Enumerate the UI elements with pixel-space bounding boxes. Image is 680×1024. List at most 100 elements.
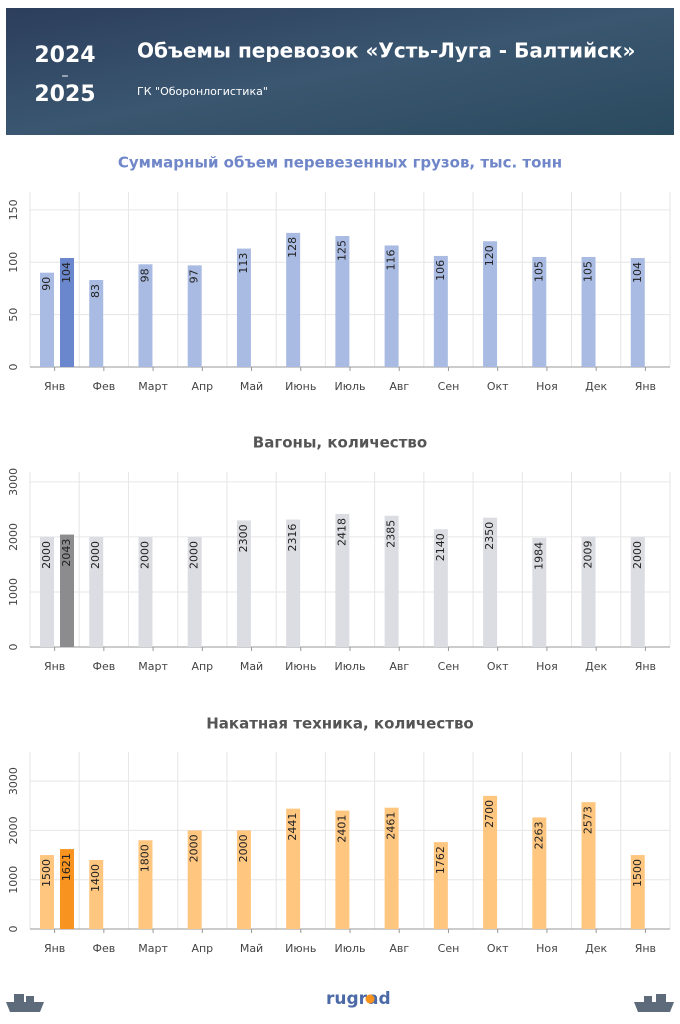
y-tick-label: 100 — [7, 252, 20, 273]
x-tick-label: Ноя — [536, 942, 558, 955]
x-tick-label: Фев — [92, 380, 115, 393]
x-tick-label: Апр — [191, 942, 213, 955]
x-tick-label: Июнь — [285, 380, 316, 393]
bar — [40, 855, 54, 929]
value-label: 90 — [40, 277, 53, 291]
x-tick-label: Июнь — [285, 660, 316, 673]
value-label: 1800 — [138, 844, 151, 872]
bar — [335, 810, 350, 929]
x-tick-label: Март — [138, 660, 168, 673]
bar — [89, 536, 104, 647]
y-tick-label: 0 — [7, 644, 20, 651]
bar — [581, 802, 596, 929]
value-label: 2000 — [188, 834, 201, 862]
x-tick-label: Янв — [44, 942, 65, 955]
x-tick-label: Янв — [635, 380, 656, 393]
value-label: 1400 — [89, 864, 102, 892]
x-tick-label: Фев — [92, 942, 115, 955]
bar — [384, 807, 399, 929]
x-tick-label: Апр — [191, 660, 213, 673]
value-label: 98 — [138, 268, 151, 282]
x-tick-label: Авг — [389, 380, 409, 393]
y-tick-label: 1000 — [7, 866, 20, 894]
header-background — [6, 8, 674, 135]
value-label: 2009 — [582, 540, 595, 568]
y-tick-label: 3000 — [7, 468, 20, 496]
bar — [433, 255, 448, 367]
x-tick-label: Апр — [191, 380, 213, 393]
y-tick-label: 0 — [7, 926, 20, 933]
value-label: 105 — [532, 261, 545, 282]
bar — [630, 855, 645, 929]
bar — [60, 849, 74, 929]
x-tick-label: Авг — [389, 942, 409, 955]
x-tick-label: Янв — [635, 660, 656, 673]
y-tick-label: 50 — [7, 308, 20, 322]
value-label: 83 — [89, 284, 102, 298]
value-label: 97 — [188, 269, 201, 283]
value-label: 2000 — [188, 541, 201, 569]
value-label: 2300 — [237, 524, 250, 552]
bar — [433, 529, 448, 647]
x-tick-label: Фев — [92, 660, 115, 673]
x-tick-label: Май — [240, 942, 263, 955]
bar — [630, 536, 645, 647]
value-label: 2700 — [483, 800, 496, 828]
bar — [532, 817, 547, 929]
logo: rugrad — [326, 989, 391, 1009]
value-label: 2461 — [385, 812, 398, 840]
x-tick-label: Ноя — [536, 660, 558, 673]
x-tick-label: Дек — [585, 942, 607, 955]
bar — [286, 232, 301, 367]
y-tick-label: 2000 — [7, 816, 20, 844]
bar — [483, 517, 498, 647]
ship-right — [634, 994, 674, 1012]
value-label: 2418 — [335, 518, 348, 546]
value-label: 104 — [631, 262, 644, 283]
year-dash: – — [62, 68, 69, 84]
x-tick-label: Янв — [635, 942, 656, 955]
value-label: 2000 — [138, 541, 151, 569]
value-label: 2263 — [532, 821, 545, 849]
bar — [236, 520, 251, 647]
bar — [187, 265, 202, 367]
value-label: 1500 — [631, 859, 644, 887]
value-label: 125 — [335, 240, 348, 261]
x-tick-label: Март — [138, 942, 168, 955]
bar — [138, 264, 153, 367]
x-tick-label: Июль — [334, 380, 365, 393]
value-label: 1500 — [40, 859, 53, 887]
bar — [60, 258, 74, 367]
ship-left — [6, 994, 44, 1012]
x-tick-label: Июнь — [285, 942, 316, 955]
chart-title: Накатная техника, количество — [206, 715, 474, 733]
value-label: 104 — [60, 262, 73, 283]
bar — [384, 245, 399, 367]
value-label: 2000 — [631, 541, 644, 569]
value-label: 2000 — [89, 541, 102, 569]
x-tick-label: Авг — [389, 660, 409, 673]
value-label: 106 — [434, 260, 447, 281]
y-tick-label: 3000 — [7, 767, 20, 795]
charts: Суммарный объем перевезенных грузов, тыс… — [7, 154, 671, 955]
value-label: 2140 — [434, 533, 447, 561]
x-tick-label: Окт — [487, 660, 509, 673]
bar — [236, 830, 251, 929]
x-tick-label: Ноя — [536, 380, 558, 393]
bar — [40, 272, 54, 367]
bar — [89, 280, 104, 367]
bar — [532, 256, 547, 367]
value-label: 1621 — [60, 853, 73, 881]
y-tick-label: 0 — [7, 364, 20, 371]
value-label: 2043 — [60, 539, 73, 567]
bar — [286, 519, 301, 647]
bar — [335, 236, 350, 367]
year-end: 2025 — [34, 82, 95, 107]
value-label: 2350 — [483, 522, 496, 550]
x-tick-label: Сен — [438, 942, 460, 955]
value-label: 1762 — [434, 846, 447, 874]
x-tick-label: Окт — [487, 942, 509, 955]
value-label: 105 — [582, 261, 595, 282]
x-tick-label: Июль — [334, 942, 365, 955]
